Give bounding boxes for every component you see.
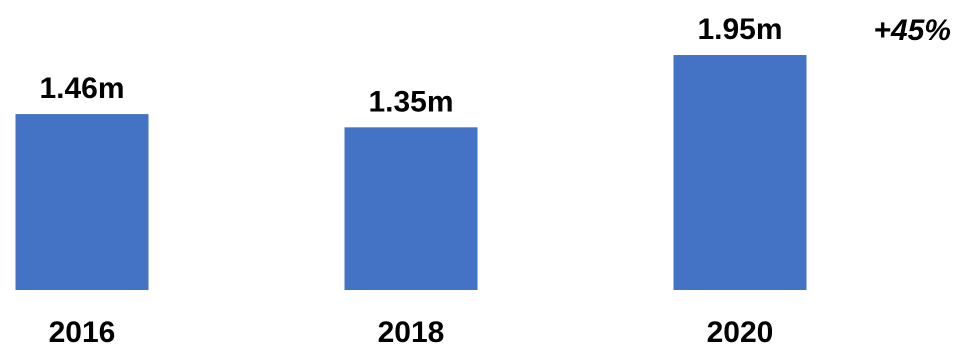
category-label-2020: 2020 [707, 316, 774, 349]
bar-2020 [673, 55, 807, 291]
bar-2016 [15, 114, 149, 290]
growth-annotation: +45% [873, 14, 951, 47]
data-label-2020: 1.95m [697, 13, 782, 46]
data-label-2016: 1.46m [39, 72, 124, 105]
labels-layer: 1.46m 2016 1.35m 2018 1.95m 2020 [39, 13, 782, 349]
category-label-2018: 2018 [378, 316, 445, 349]
category-label-2016: 2016 [49, 316, 116, 349]
data-label-2018: 1.35m [368, 85, 453, 118]
bar-2018 [344, 127, 478, 290]
bars-layer [15, 55, 807, 291]
